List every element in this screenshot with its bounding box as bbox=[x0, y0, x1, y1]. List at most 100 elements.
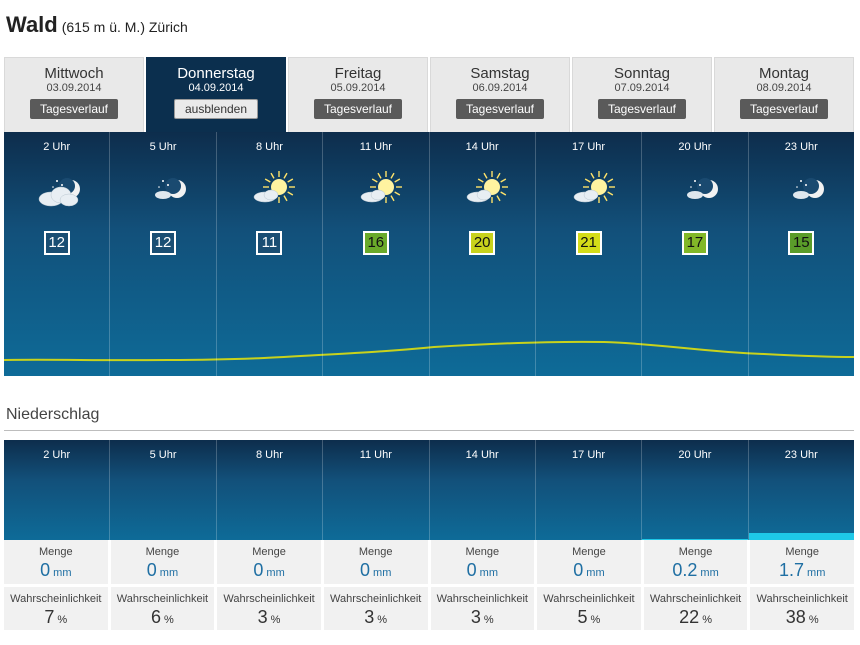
amount-value: 0 mm bbox=[537, 560, 641, 581]
temperature-value: 16 bbox=[362, 231, 389, 255]
probability-unit: % bbox=[164, 614, 174, 626]
probability-number: 5 bbox=[577, 607, 588, 627]
amount-unit: mm bbox=[373, 567, 392, 579]
amount-cell: Menge 1.7 mm bbox=[750, 540, 854, 584]
amount-label: Menge bbox=[678, 546, 713, 558]
amount-number: 0 bbox=[466, 560, 477, 580]
hour-label: 23 Uhr bbox=[784, 141, 818, 153]
probability-number: 38 bbox=[785, 607, 806, 627]
probability-label: Wahrscheinlichkeit bbox=[649, 593, 742, 605]
hour-column: 11 Uhr 16 bbox=[323, 132, 430, 376]
temperature-panel: 2 Uhr 12 5 Uhr 12 8 Uhr 11 11 Uhr 16 14 Uhr 20 17 … bbox=[4, 132, 854, 376]
day-name: Donnerstag bbox=[177, 65, 255, 82]
temperature-value: 12 bbox=[43, 231, 70, 255]
precip-column: 17 Uhr bbox=[536, 440, 643, 540]
precip-stat-column: Menge 1.7 mm Wahrscheinlichkeit 38% bbox=[750, 540, 854, 630]
amount-number: 0 bbox=[40, 560, 51, 580]
amount-value: 0.2 mm bbox=[644, 560, 748, 581]
probability-number: 3 bbox=[470, 607, 481, 627]
amount-unit: mm bbox=[807, 567, 826, 579]
amount-number: 0 bbox=[573, 560, 584, 580]
day-date: 03.09.2014 bbox=[46, 82, 102, 94]
probability-number: 3 bbox=[257, 607, 268, 627]
sunny-partly-cloudy-icon bbox=[346, 165, 406, 215]
tagesverlauf-button[interactable]: Tagesverlauf bbox=[455, 99, 545, 119]
tagesverlauf-button[interactable]: Tagesverlauf bbox=[597, 99, 687, 119]
probability-value: 3% bbox=[217, 607, 321, 628]
amount-value: 0 mm bbox=[4, 560, 108, 581]
hour-column: 20 Uhr 17 bbox=[642, 132, 749, 376]
amount-label: Menge bbox=[358, 546, 393, 558]
day-date: 06.09.2014 bbox=[472, 82, 528, 94]
sunny-partly-cloudy-icon bbox=[559, 165, 619, 215]
probability-cell: Wahrscheinlichkeit 38% bbox=[750, 587, 854, 630]
amount-number: 0 bbox=[146, 560, 157, 580]
cloudy-night-icon bbox=[27, 165, 87, 215]
hour-column: 17 Uhr 21 bbox=[536, 132, 643, 376]
night-partly-cloudy-icon bbox=[771, 165, 831, 215]
probability-label: Wahrscheinlichkeit bbox=[436, 593, 528, 605]
precip-column: 8 Uhr bbox=[217, 440, 324, 540]
day-tab[interactable]: Samstag 06.09.2014 Tagesverlauf bbox=[430, 57, 570, 133]
precip-bar bbox=[748, 533, 854, 540]
day-date: 05.09.2014 bbox=[330, 82, 386, 94]
amount-value: 0 mm bbox=[217, 560, 321, 581]
probability-label: Wahrscheinlichkeit bbox=[543, 593, 635, 605]
precip-stat-column: Menge 0 mm Wahrscheinlichkeit 3% bbox=[323, 540, 428, 630]
tagesverlauf-button[interactable]: Tagesverlauf bbox=[313, 99, 403, 119]
precip-stat-column: Menge 0 mm Wahrscheinlichkeit 3% bbox=[430, 540, 535, 630]
hour-label: 11 Uhr bbox=[359, 449, 392, 461]
precip-stat-column: Menge 0 mm Wahrscheinlichkeit 6% bbox=[110, 540, 215, 630]
amount-label: Menge bbox=[572, 546, 606, 558]
tagesverlauf-button[interactable]: Tagesverlauf bbox=[29, 99, 119, 119]
hour-label: 20 Uhr bbox=[678, 141, 712, 153]
night-partly-cloudy-icon bbox=[665, 165, 725, 215]
amount-value: 1.7 mm bbox=[750, 560, 854, 581]
amount-unit: mm bbox=[586, 567, 605, 579]
probability-number: 6 bbox=[151, 607, 162, 627]
amount-value: 0 mm bbox=[324, 560, 428, 581]
amount-unit: mm bbox=[479, 567, 498, 579]
amount-label: Menge bbox=[465, 546, 500, 558]
probability-cell: Wahrscheinlichkeit 22% bbox=[643, 587, 748, 630]
precip-stat-column: Menge 0 mm Wahrscheinlichkeit 7% bbox=[4, 540, 108, 630]
hour-label: 14 Uhr bbox=[465, 449, 499, 461]
probability-unit: % bbox=[57, 614, 68, 626]
hour-label: 23 Uhr bbox=[784, 449, 818, 461]
day-tab[interactable]: Sonntag 07.09.2014 Tagesverlauf bbox=[572, 57, 712, 133]
tagesverlauf-button[interactable]: Tagesverlauf bbox=[739, 99, 829, 119]
probability-value: 3% bbox=[431, 607, 535, 628]
amount-label: Menge bbox=[252, 546, 286, 558]
amount-value: 0 mm bbox=[111, 560, 215, 581]
probability-cell: Wahrscheinlichkeit 7% bbox=[4, 587, 108, 630]
day-tab[interactable]: Montag 08.09.2014 Tagesverlauf bbox=[714, 57, 854, 133]
hour-column: 14 Uhr 20 bbox=[430, 132, 536, 376]
day-name: Samstag bbox=[470, 65, 530, 82]
hide-button[interactable]: ausblenden bbox=[173, 99, 259, 119]
precipitation-stats: Menge 0 mm Wahrscheinlichkeit 7% Menge 0 mm Wahr… bbox=[4, 540, 854, 630]
day-tab[interactable]: Freitag 05.09.2014 Tagesverlauf bbox=[288, 57, 428, 133]
amount-number: 0 bbox=[360, 560, 371, 580]
temperature-value: 11 bbox=[256, 231, 283, 255]
probability-unit: % bbox=[483, 614, 494, 626]
hour-label: 2 Uhr bbox=[43, 141, 71, 153]
precip-column: 20 Uhr bbox=[642, 440, 749, 540]
hour-label: 8 Uhr bbox=[255, 141, 283, 153]
probability-unit: % bbox=[702, 614, 712, 626]
day-tab[interactable]: Mittwoch 03.09.2014 Tagesverlauf bbox=[4, 57, 144, 133]
amount-cell: Menge 0 mm bbox=[110, 540, 215, 584]
day-name: Mittwoch bbox=[44, 65, 104, 82]
day-tab[interactable]: Donnerstag 04.09.2014 ausblenden bbox=[146, 57, 286, 135]
probability-cell: Wahrscheinlichkeit 3% bbox=[323, 587, 428, 630]
location-detail: (615 m ü. M.) Zürich bbox=[61, 19, 188, 35]
hour-label: 17 Uhr bbox=[572, 141, 606, 153]
amount-unit: mm bbox=[700, 567, 719, 579]
probability-number: 22 bbox=[679, 607, 700, 627]
amount-value: 0 mm bbox=[431, 560, 535, 581]
hour-label: 8 Uhr bbox=[255, 449, 283, 461]
precip-column: 5 Uhr bbox=[110, 440, 217, 540]
probability-label: Wahrscheinlichkeit bbox=[330, 593, 422, 605]
amount-unit: mm bbox=[53, 567, 72, 579]
amount-number: 0.2 bbox=[672, 560, 698, 580]
amount-unit: mm bbox=[266, 567, 285, 579]
